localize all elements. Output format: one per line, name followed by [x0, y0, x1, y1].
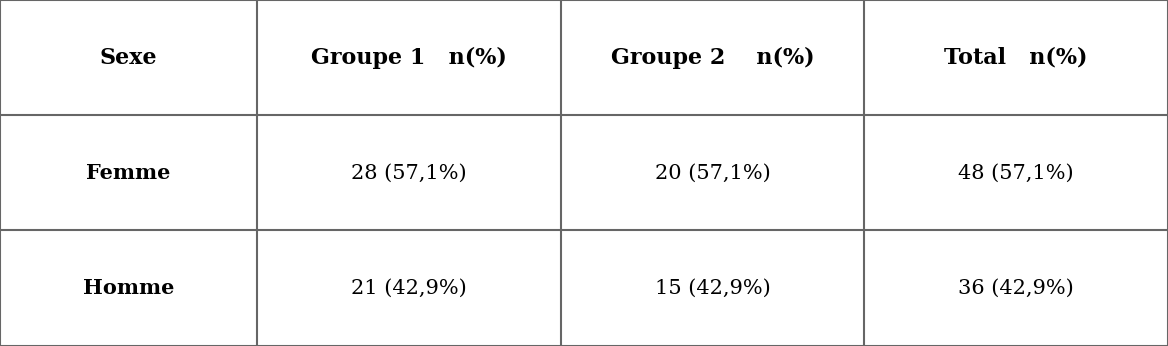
Text: Sexe: Sexe: [99, 47, 158, 69]
Text: Femme: Femme: [86, 163, 171, 183]
Text: Groupe 2    n(%): Groupe 2 n(%): [611, 47, 814, 69]
Text: 15 (42,9%): 15 (42,9%): [654, 279, 771, 298]
Text: 48 (57,1%): 48 (57,1%): [959, 163, 1073, 182]
Text: 36 (42,9%): 36 (42,9%): [958, 279, 1075, 298]
Text: 21 (42,9%): 21 (42,9%): [350, 279, 467, 298]
Text: 20 (57,1%): 20 (57,1%): [654, 163, 771, 182]
Text: 28 (57,1%): 28 (57,1%): [352, 163, 466, 182]
Text: Total   n(%): Total n(%): [945, 47, 1087, 69]
Text: Groupe 1   n(%): Groupe 1 n(%): [311, 47, 507, 69]
Text: Homme: Homme: [83, 278, 174, 298]
